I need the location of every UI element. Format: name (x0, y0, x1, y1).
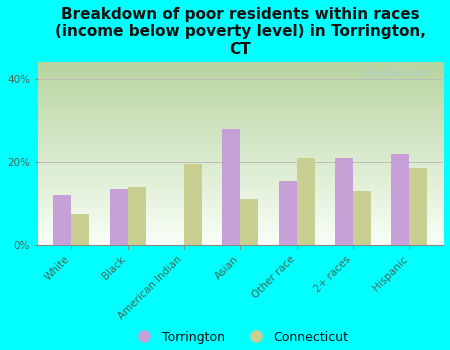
Bar (391, 154, 409, 245)
Bar (222, 128, 240, 245)
Bar (240, 199, 258, 245)
Bar (335, 158, 353, 245)
Bar (409, 168, 428, 245)
Bar (72, 214, 90, 245)
Legend: Torrington, Connecticut: Torrington, Connecticut (127, 326, 354, 349)
Text: City-Data.com: City-Data.com (361, 68, 431, 78)
Bar (353, 191, 371, 245)
Title: Breakdown of poor residents within races
(income below poverty level) in Torring: Breakdown of poor residents within races… (55, 7, 426, 57)
Bar (128, 187, 146, 245)
Bar (110, 189, 128, 245)
Bar (279, 181, 297, 245)
Bar (54, 195, 72, 245)
Bar (184, 164, 202, 245)
Bar (297, 158, 315, 245)
